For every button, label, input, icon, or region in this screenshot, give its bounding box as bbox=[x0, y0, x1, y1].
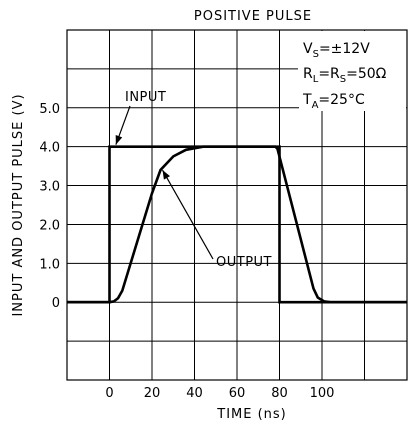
y-tick-labels: 0 1.0 2.0 3.0 4.0 5.0 bbox=[39, 102, 60, 311]
condition-temperature: TA=25°C bbox=[302, 92, 365, 111]
condition-supply: VS=±12V bbox=[303, 41, 370, 60]
y-tick-label: 5.0 bbox=[39, 102, 60, 117]
output-arrow-head bbox=[162, 170, 170, 180]
grid-lines bbox=[66, 29, 408, 381]
condition-resistance: RL=RS=50Ω bbox=[303, 66, 387, 85]
y-tick-label: 3.0 bbox=[39, 180, 60, 195]
x-tick-label: 0 bbox=[105, 386, 113, 401]
x-tick-label: 100 bbox=[310, 386, 335, 401]
conditions-box: VS=±12V RL=RS=50Ω TA=25°C bbox=[302, 41, 387, 111]
input-arrow-head bbox=[115, 135, 123, 145]
x-tick-label: 40 bbox=[186, 386, 203, 401]
y-axis-label: INPUT AND OUTPUT PULSE (V) bbox=[11, 93, 26, 316]
label-arrows bbox=[115, 105, 214, 260]
x-tick-label: 80 bbox=[271, 386, 288, 401]
x-tick-label: 60 bbox=[229, 386, 246, 401]
y-tick-label: 0 bbox=[52, 296, 60, 311]
conditions-background bbox=[299, 31, 406, 111]
series-line-output bbox=[67, 145, 407, 304]
output-arrow-line bbox=[161, 169, 214, 260]
chart-title: POSITIVE PULSE bbox=[194, 9, 312, 24]
series-label-input: INPUT bbox=[125, 90, 166, 105]
y-tick-label: 4.0 bbox=[39, 141, 60, 156]
y-tick-label: 2.0 bbox=[39, 218, 60, 233]
x-axis-label: TIME (ns) bbox=[216, 407, 287, 422]
series-label-output: OUTPUT bbox=[216, 255, 272, 270]
traces bbox=[67, 145, 407, 304]
x-tick-labels: 0 20 40 60 80 100 bbox=[105, 386, 334, 401]
x-tick-label: 20 bbox=[144, 386, 161, 401]
y-tick-label: 1.0 bbox=[39, 257, 60, 272]
